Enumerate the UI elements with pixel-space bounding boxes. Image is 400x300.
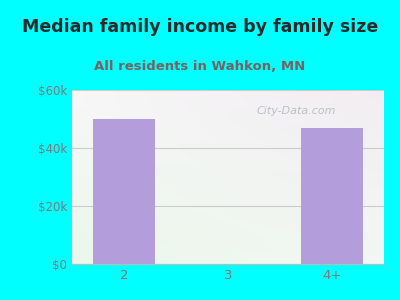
Text: City-Data.com: City-Data.com — [257, 106, 336, 116]
Bar — [93, 119, 155, 264]
Bar — [301, 128, 363, 264]
Text: Median family income by family size: Median family income by family size — [22, 18, 378, 36]
Text: All residents in Wahkon, MN: All residents in Wahkon, MN — [94, 60, 306, 73]
